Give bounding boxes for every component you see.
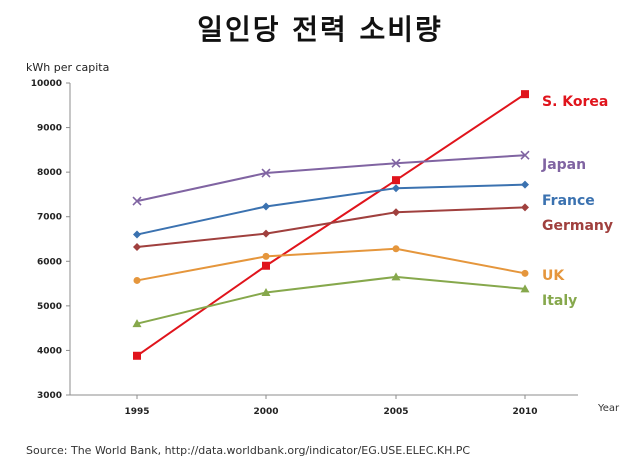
data-point-japan — [132, 196, 142, 206]
y-tick-label: 8000 — [37, 168, 62, 178]
data-point-uk — [133, 276, 141, 284]
data-point-italy — [520, 284, 530, 293]
y-tick-label: 3000 — [37, 391, 62, 401]
series-line-s-korea — [136, 93, 526, 357]
data-point-s-korea — [262, 261, 270, 270]
chart-axes: 10000 9000 8000 7000 6000 5000 4000 3000 1995 200… — [31, 79, 620, 417]
data-point-italy — [261, 287, 271, 296]
series-line-japan — [136, 154, 526, 203]
data-point-japan — [520, 150, 530, 160]
data-point-uk — [392, 245, 400, 253]
y-axis-label: kWh per capita — [26, 61, 110, 74]
data-point-germany — [133, 243, 141, 252]
data-point-germany — [262, 229, 270, 238]
data-point-italy — [391, 272, 401, 281]
data-point-japan — [391, 158, 401, 168]
series-markers — [132, 90, 530, 360]
source-note: Source: The World Bank, http://data.worl… — [26, 444, 471, 457]
y-tick-label: 9000 — [37, 124, 62, 134]
x-tick-label: 2000 — [253, 407, 278, 417]
data-point-germany — [521, 203, 529, 212]
data-point-italy — [132, 319, 142, 328]
series-labels: S. Korea Japan France Germany UK Italy — [541, 94, 613, 309]
series-label-japan: Japan — [541, 157, 586, 173]
data-point-france — [521, 180, 529, 189]
series-label-uk: UK — [542, 268, 565, 284]
series-label-s-korea: S. Korea — [542, 94, 608, 110]
data-point-uk — [521, 269, 529, 277]
data-point-france — [392, 184, 400, 193]
data-point-s-korea — [392, 176, 400, 185]
data-point-france — [262, 202, 270, 211]
y-tick-label: 6000 — [37, 257, 62, 267]
y-tick-label: 4000 — [37, 346, 62, 356]
series-label-italy: Italy — [542, 293, 577, 309]
data-point-france — [133, 230, 141, 239]
y-tick-label: 5000 — [37, 302, 62, 312]
data-point-germany — [392, 208, 400, 217]
data-point-s-korea — [133, 351, 141, 360]
x-tick-label: 1995 — [124, 407, 149, 417]
series-line-france — [136, 183, 526, 236]
x-tick-label: 2010 — [512, 407, 537, 417]
series-label-france: France — [542, 193, 595, 209]
y-tick-label: 10000 — [31, 79, 62, 89]
chart-title: 일인당 전력 소비량 — [197, 13, 443, 46]
series-lines — [136, 93, 526, 357]
data-point-japan — [261, 168, 271, 178]
series-label-germany: Germany — [542, 218, 613, 234]
x-axis-label: Year — [597, 403, 620, 414]
series-line-uk — [136, 247, 526, 282]
series-line-italy — [136, 275, 526, 325]
series-line-germany — [136, 206, 526, 249]
data-point-s-korea — [521, 90, 529, 99]
data-point-uk — [262, 252, 270, 260]
y-tick-label: 7000 — [37, 213, 62, 223]
x-tick-label: 2005 — [383, 407, 408, 417]
